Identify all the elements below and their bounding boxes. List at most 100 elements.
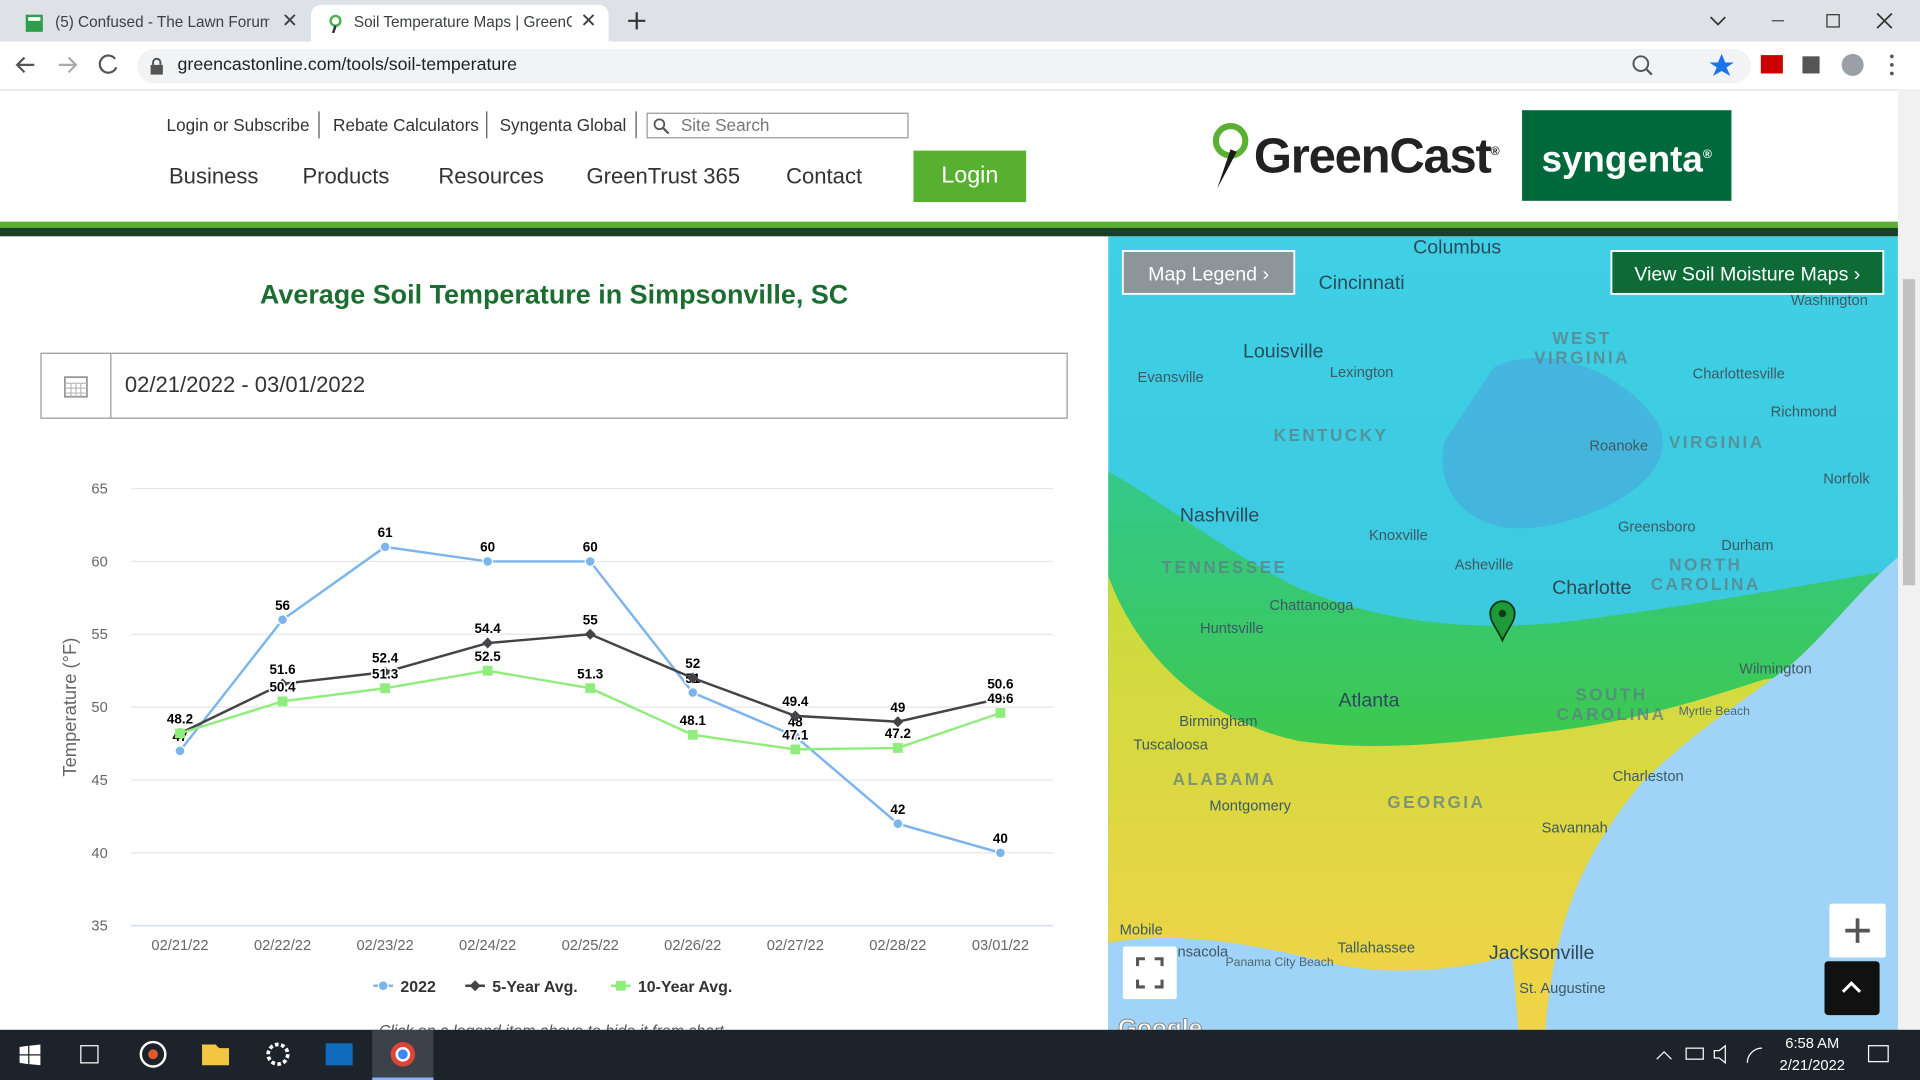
omnibox[interactable]: [137, 48, 1752, 84]
map-label: Wilmington: [1739, 661, 1812, 677]
x-tick-label: 03/01/22: [972, 938, 1029, 954]
date-picker[interactable]: [40, 352, 1068, 419]
map-label: VIRGINIA: [1534, 348, 1630, 368]
point: [994, 692, 1006, 704]
point: [379, 666, 391, 678]
map-label: Montgomery: [1209, 799, 1291, 815]
search-icon: [653, 118, 670, 135]
clock-date: 2/21/2022: [1779, 1056, 1845, 1074]
chevron-up: [1841, 981, 1862, 993]
map-cool-zone: [1442, 357, 1663, 529]
back-to-top[interactable]: [1824, 961, 1880, 1016]
button-bg: [1610, 250, 1885, 295]
divider: [110, 353, 112, 418]
nav-link[interactable]: Contact: [786, 164, 863, 189]
separator: [635, 111, 637, 139]
header-rule: [0, 221, 1898, 228]
data-label: 51.6: [269, 662, 295, 677]
map-label: Lexington: [1330, 365, 1394, 381]
data-label: 52.5: [475, 649, 502, 664]
y-axis-label: Temperature (°F): [59, 638, 80, 777]
nav-link[interactable]: Business: [168, 164, 259, 189]
nav-link[interactable]: GreenTrust 365: [586, 164, 741, 189]
search-placeholder: Site Search: [680, 115, 770, 135]
nav-link[interactable]: Resources: [438, 164, 544, 189]
series: 48.2 50.4 51.3 52.5 51.3 48.1 47.1 47.2 49.6: [165, 647, 1015, 755]
map-label: ALABAMA: [1173, 769, 1277, 789]
zoom-in[interactable]: [1829, 903, 1886, 958]
data-label: 60: [480, 540, 495, 555]
y-tick-label: 50: [91, 700, 107, 716]
data-label: 51.3: [372, 666, 398, 681]
map-label: Pensacola: [1160, 944, 1229, 960]
legend-item[interactable]: 10-Year Avg.: [611, 979, 732, 996]
point: [687, 729, 698, 740]
point: [277, 614, 289, 626]
top-link[interactable]: Syngenta Global: [499, 115, 627, 135]
legend-marker: [469, 980, 481, 992]
top-link[interactable]: Login or Subscribe: [166, 115, 310, 135]
map-legend-button[interactable]: Map Legend ›: [1121, 250, 1296, 295]
logo[interactable]: GreenCast®: [1253, 129, 1500, 185]
map[interactable]: Columbus Cincinnati Washington Louisville Le…: [1108, 236, 1898, 1030]
tab-title: Soil Temperature Maps | GreenCa: [353, 13, 572, 31]
legend-item[interactable]: 5-Year Avg.: [465, 979, 578, 996]
data-label: 50.4: [269, 680, 296, 695]
map-label: Jacksonville: [1489, 942, 1595, 964]
soil-moisture-button[interactable]: View Soil Moisture Maps ›: [1610, 250, 1885, 295]
map-label: Savannah: [1542, 821, 1608, 837]
series: 48.2 51.6 52.4 54.4 55 52 49.4 49 50.6: [165, 611, 1015, 739]
point: [892, 743, 903, 753]
chart: 35 40 45 50 55 60 65 Temperature (°F) 02/21/22 02…: [59, 481, 1054, 1030]
tab-close[interactable]: ✕: [281, 11, 299, 32]
point: [175, 728, 185, 739]
tab-close[interactable]: ✕: [580, 11, 597, 32]
site-search[interactable]: Site Search: [646, 112, 909, 139]
map-gulf: [1108, 937, 1519, 1030]
tab[interactable]: (5) Confused - The Lawn Forum ✕: [10, 5, 309, 42]
y-tick-label: 35: [91, 919, 107, 935]
brand[interactable]: syngenta®: [1522, 110, 1732, 201]
map-label: VIRGINIA: [1669, 432, 1765, 452]
map-label: Richmond: [1771, 404, 1837, 420]
map-label: Nashville: [1180, 505, 1260, 527]
login-button[interactable]: Login: [913, 150, 1027, 203]
data-label: 42: [890, 802, 905, 817]
point: [687, 687, 699, 699]
fullscreen[interactable]: [1122, 946, 1177, 1000]
logo-text: GreenCast: [1253, 129, 1492, 184]
button-bg: [1122, 946, 1177, 1000]
data-label: 52: [685, 656, 700, 671]
point: [584, 555, 596, 567]
button-label: Map Legend ›: [1148, 263, 1269, 285]
map-label: Cincinnati: [1319, 272, 1405, 294]
nav-link[interactable]: Products: [302, 164, 390, 189]
x-tick-label: 02/23/22: [357, 938, 414, 954]
clock-time: 6:58 AM: [1785, 1034, 1840, 1052]
top-link[interactable]: Rebate Calculators: [333, 115, 479, 135]
map-pin[interactable]: [1489, 600, 1516, 643]
data-label: 49: [890, 700, 905, 715]
point: [482, 555, 494, 567]
scroll-thumb[interactable]: [1902, 279, 1916, 586]
legend-item[interactable]: 2022: [373, 979, 436, 996]
point: [789, 730, 801, 742]
point: [174, 745, 186, 757]
legend-label: 10-Year Avg.: [638, 979, 732, 996]
data-label: 60: [583, 540, 598, 555]
fullscreen-icon: [1136, 957, 1164, 989]
date-range: 02/21/2022 - 03/01/2022: [124, 372, 366, 397]
extension-icons: [1632, 53, 1894, 76]
tab-title: (5) Confused - The Lawn Forum: [55, 13, 270, 31]
map-label: Norfolk: [1823, 472, 1870, 488]
scrollbar[interactable]: [1897, 89, 1920, 1030]
x-tick-label: 02/24/22: [459, 938, 516, 954]
button-bg: [1121, 250, 1296, 295]
x-tick-label: 02/25/22: [562, 938, 619, 954]
new-tab[interactable]: [628, 12, 646, 30]
x-tick-label: 02/21/22: [151, 938, 208, 954]
tab-active[interactable]: Soil Temperature Maps | GreenCa ✕: [311, 4, 609, 42]
map-label: Atlanta: [1339, 690, 1400, 712]
toolbar-icons: [15, 54, 118, 74]
lock-icon: [150, 57, 163, 75]
